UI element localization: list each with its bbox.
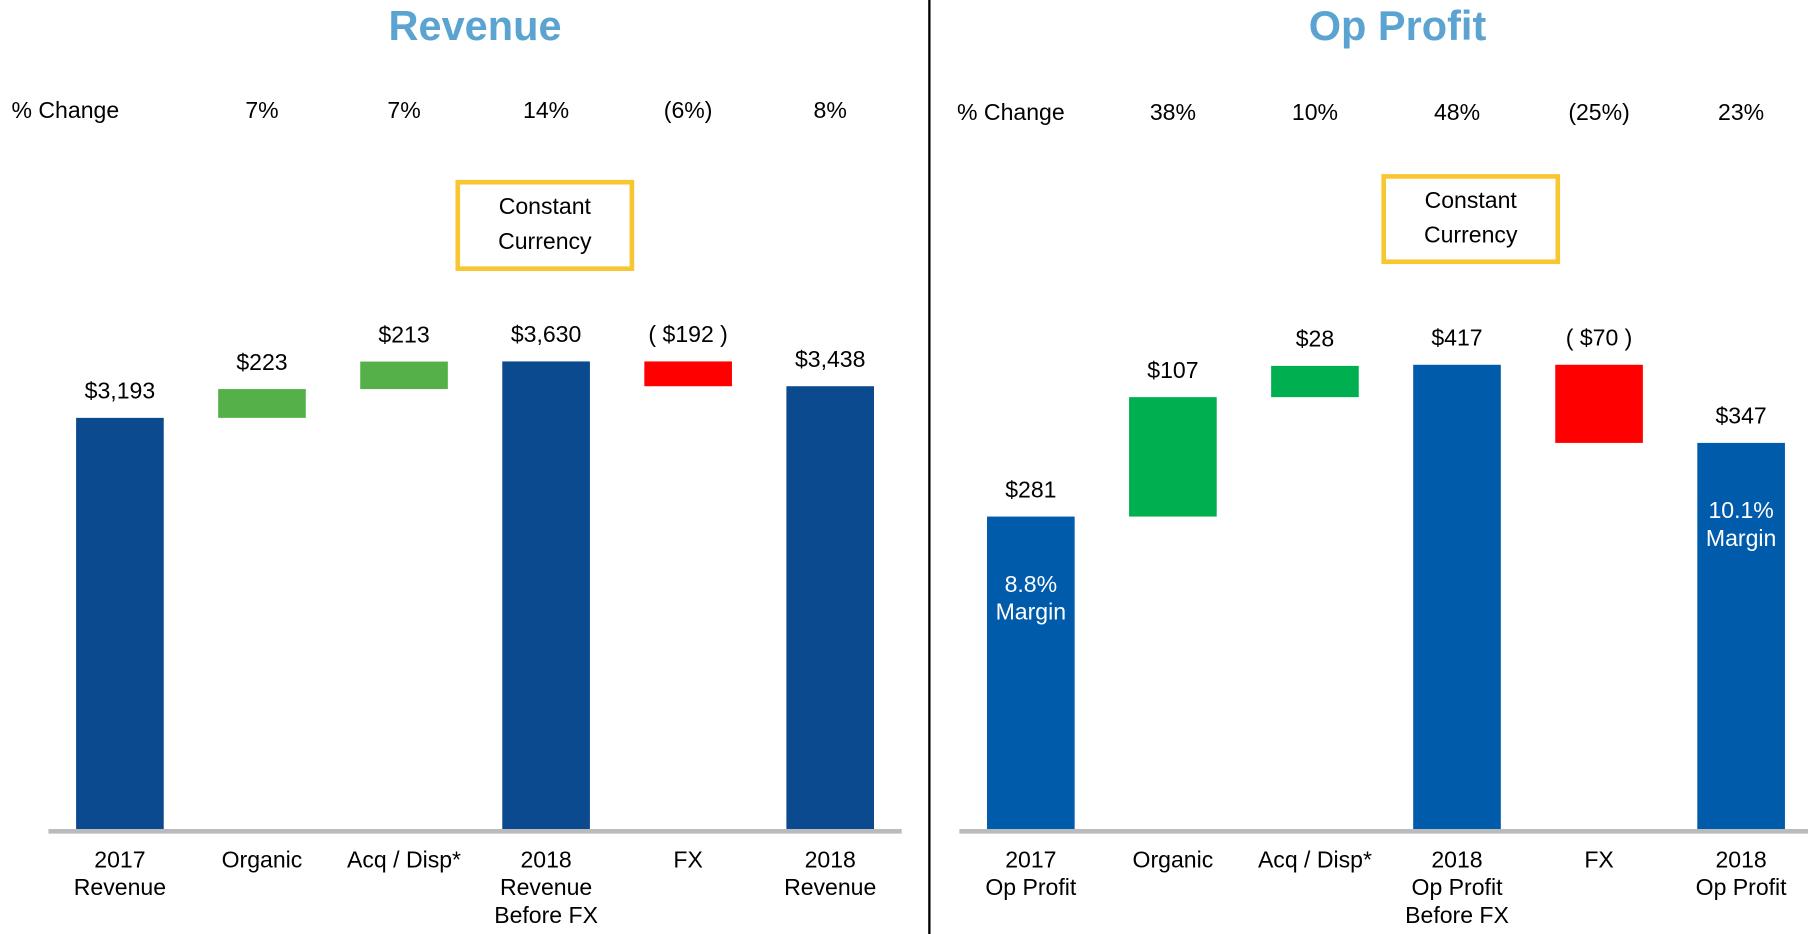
value-label: $347: [1715, 403, 1766, 429]
x-tick-label: FX: [673, 846, 702, 872]
change-title: % Change: [12, 97, 120, 123]
bar: [76, 417, 164, 831]
value-label: $3,630: [511, 321, 582, 347]
bar: [502, 361, 590, 831]
bar: [644, 361, 732, 387]
change-label: 14%: [523, 97, 569, 123]
bar: [987, 516, 1075, 831]
x-tick-label: Acq / Disp*: [1258, 846, 1372, 872]
bar: [1555, 364, 1643, 443]
x-tick-label: Organic: [1133, 846, 1214, 872]
note-text: Constant: [499, 193, 592, 219]
bar: [1129, 397, 1217, 517]
x-tick-label: 2018: [805, 846, 856, 872]
note-text: Currency: [498, 228, 592, 254]
change-label: 23%: [1718, 99, 1764, 125]
x-tick-label: 2017: [94, 846, 145, 872]
value-label: ( $70 ): [1566, 325, 1633, 351]
bar: [1271, 365, 1359, 398]
x-tick-label: Organic: [222, 846, 303, 872]
change-label: (25%): [1568, 99, 1629, 125]
note-text: Currency: [1424, 221, 1518, 247]
bar-annotation: Margin: [996, 599, 1066, 625]
x-tick-label: 2018: [1431, 846, 1482, 872]
value-label: $28: [1296, 326, 1334, 352]
value-label: $3,438: [795, 346, 866, 372]
note-text: Constant: [1425, 187, 1518, 213]
value-label: ( $192 ): [648, 321, 727, 347]
bar: [786, 386, 875, 831]
note-box: [1381, 174, 1561, 265]
bar: [1413, 364, 1501, 831]
x-tick-label: 2017: [1005, 846, 1056, 872]
chart-title: Revenue: [389, 2, 562, 49]
change-title: % Change: [957, 99, 1065, 125]
change-label: 7%: [387, 97, 420, 123]
x-tick-label: Before FX: [1405, 902, 1509, 928]
x-tick-label: Acq / Disp*: [347, 846, 461, 872]
bar-annotation: Margin: [1706, 525, 1776, 551]
change-label: (6%): [664, 97, 713, 123]
change-label: 10%: [1292, 99, 1338, 125]
x-tick-label: Revenue: [500, 874, 592, 900]
x-tick-label: Before FX: [494, 902, 598, 928]
x-tick-label: Op Profit: [985, 874, 1077, 900]
x-tick-label: Op Profit: [1412, 874, 1504, 900]
bar: [1697, 442, 1785, 831]
note-box: [455, 179, 635, 271]
x-tick-label: Revenue: [784, 874, 876, 900]
bar-annotation: 8.8%: [1005, 571, 1058, 597]
x-tick-label: Op Profit: [1696, 874, 1788, 900]
bar-annotation: 10.1%: [1708, 497, 1773, 523]
value-label: $107: [1147, 357, 1198, 383]
x-tick-label: 2018: [1715, 846, 1766, 872]
value-label: $281: [1005, 476, 1056, 502]
change-label: 8%: [814, 97, 847, 123]
change-label: 48%: [1434, 99, 1480, 125]
value-label: $417: [1431, 325, 1482, 351]
chart-title: Op Profit: [1309, 2, 1487, 49]
value-label: $223: [236, 349, 287, 375]
value-label: $213: [378, 321, 429, 347]
x-tick-label: 2018: [520, 846, 571, 872]
value-label: $3,193: [85, 378, 155, 404]
change-label: 38%: [1150, 99, 1196, 125]
bar: [218, 389, 306, 418]
x-tick-label: FX: [1584, 846, 1613, 872]
bar: [360, 361, 448, 390]
change-label: 7%: [245, 97, 278, 123]
x-tick-label: Revenue: [74, 874, 166, 900]
